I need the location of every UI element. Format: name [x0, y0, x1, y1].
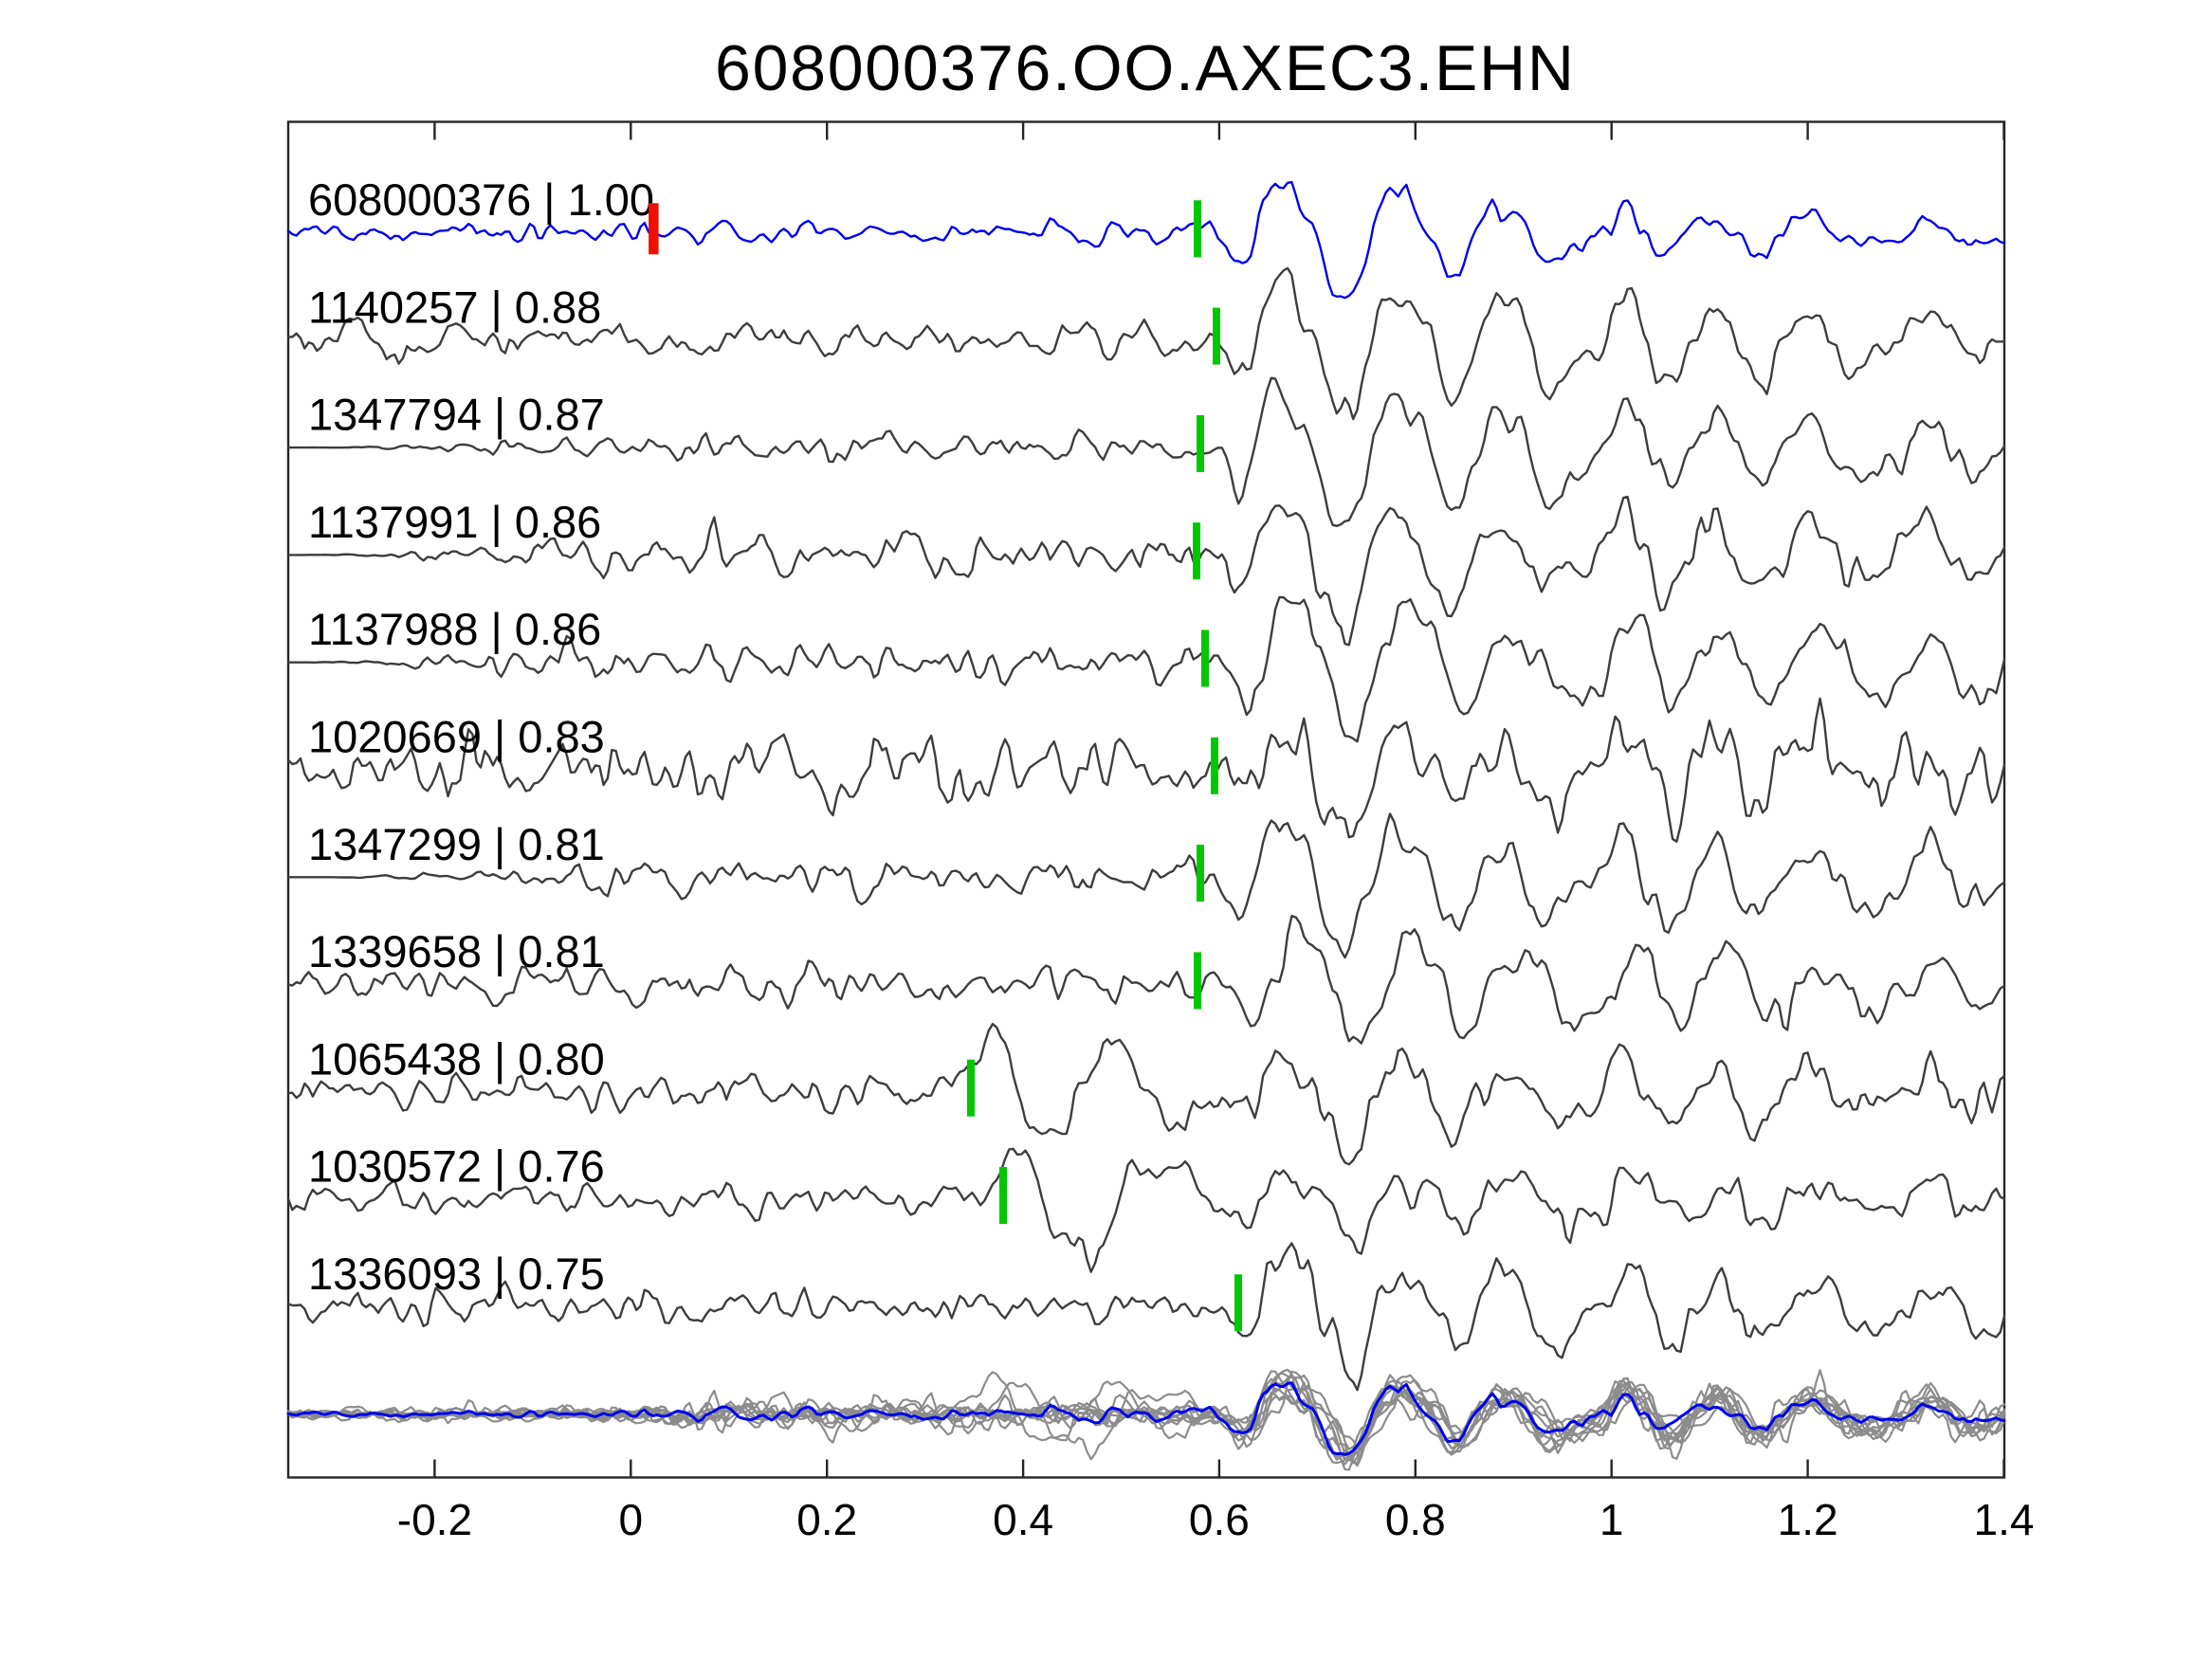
svg-text:0.8: 0.8: [1385, 1495, 1446, 1544]
svg-text:1347299 | 0.81: 1347299 | 0.81: [308, 819, 605, 869]
svg-text:1: 1: [1600, 1495, 1624, 1544]
svg-text:0.2: 0.2: [796, 1495, 857, 1544]
svg-text:608000376 | 1.00: 608000376 | 1.00: [308, 174, 654, 225]
svg-text:0.4: 0.4: [993, 1495, 1053, 1544]
svg-text:1030572 | 0.76: 1030572 | 0.76: [308, 1141, 605, 1192]
svg-text:1336093 | 0.75: 1336093 | 0.75: [308, 1249, 605, 1299]
svg-text:608000376.OO.AXEC3.EHN: 608000376.OO.AXEC3.EHN: [715, 32, 1574, 104]
svg-text:1065438 | 0.80: 1065438 | 0.80: [308, 1033, 605, 1084]
svg-text:0.6: 0.6: [1189, 1495, 1250, 1544]
svg-text:1020669 | 0.83: 1020669 | 0.83: [308, 712, 605, 762]
svg-text:1.2: 1.2: [1778, 1495, 1838, 1544]
svg-text:1137991 | 0.86: 1137991 | 0.86: [308, 497, 601, 547]
svg-text:1339658 | 0.81: 1339658 | 0.81: [308, 926, 605, 976]
svg-text:1347794 | 0.87: 1347794 | 0.87: [308, 390, 605, 440]
svg-text:-0.2: -0.2: [397, 1495, 472, 1544]
svg-text:1140257 | 0.88: 1140257 | 0.88: [308, 282, 601, 332]
svg-text:1.4: 1.4: [1974, 1495, 2035, 1544]
svg-text:0: 0: [619, 1495, 644, 1544]
svg-text:1137988 | 0.86: 1137988 | 0.86: [308, 604, 601, 654]
